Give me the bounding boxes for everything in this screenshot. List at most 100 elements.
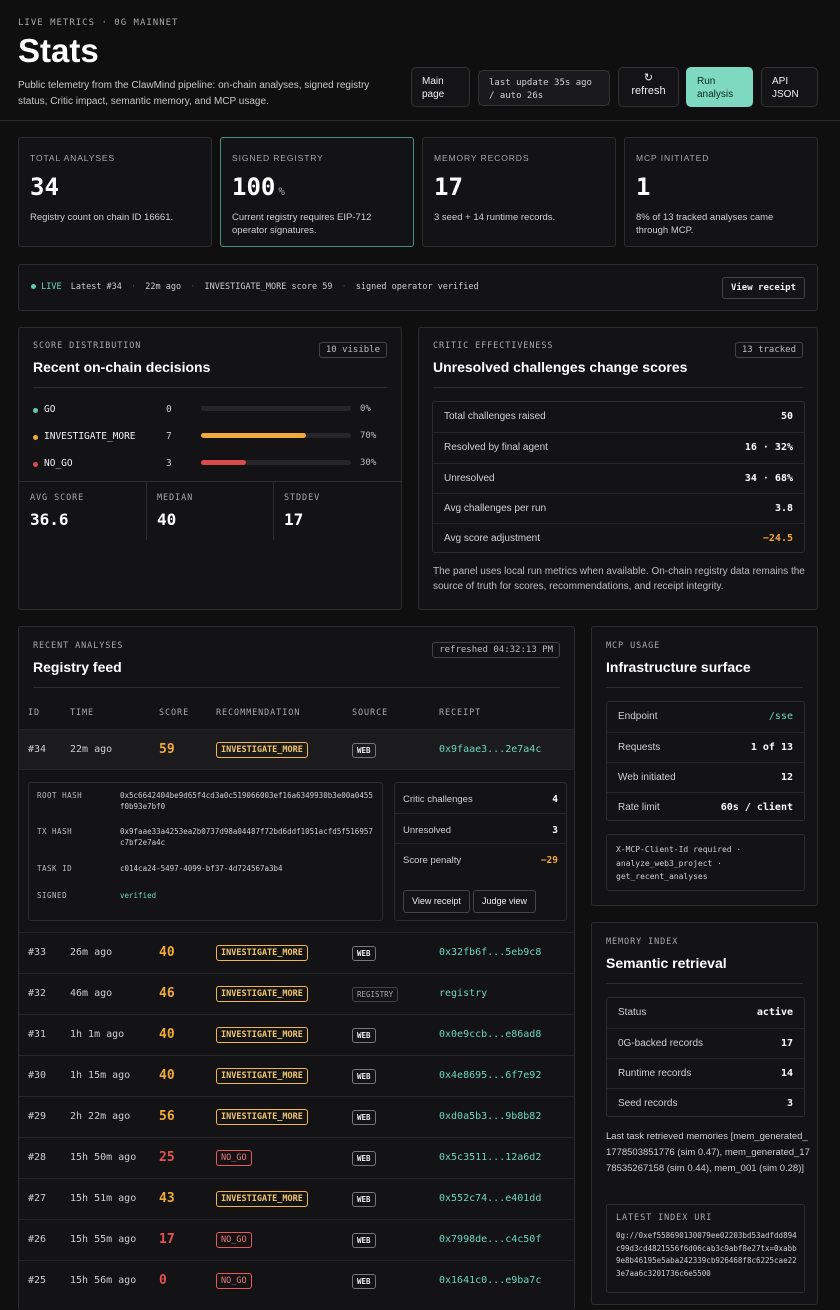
source-badge: WEB: [352, 1069, 376, 1084]
table-row-expanded[interactable]: #34 22m ago 59 INVESTIGATE_MORE WEB 0x9f…: [19, 729, 574, 769]
row-time: 15h 56m ago: [70, 1275, 137, 1286]
distribution-count: 3: [166, 458, 172, 469]
row-id: #34: [28, 744, 47, 755]
detail-label: Score penalty: [403, 855, 462, 866]
row-time: 46m ago: [70, 988, 113, 999]
recommendation-cell: INVESTIGATE_MORE: [216, 1068, 308, 1084]
row-id: #33: [28, 947, 47, 958]
row-time: 26m ago: [70, 947, 113, 958]
mcp-usage-panel: MCP USAGE Infrastructure surface Endpoin…: [591, 626, 818, 906]
table-row[interactable]: #32 46m ago 46 INVESTIGATE_MORE REGISTRY regi…: [19, 973, 574, 1014]
metric-value: 12: [780, 772, 793, 783]
live-summary: LIVE Latest #34 · 22m ago · INVESTIGATE_…: [31, 282, 479, 292]
api-json-button[interactable]: API JSON: [761, 67, 818, 107]
dist-stat-label: MEDIAN: [157, 493, 194, 503]
distribution-bar-fill: [201, 460, 246, 465]
receipt-link[interactable]: 0x7998de...c4c50f: [439, 1234, 542, 1245]
table-row[interactable]: #25 15h 56m ago 0 NO_GO WEB 0x1641c0...e9ba7c: [19, 1260, 574, 1301]
recommendation-badge: INVESTIGATE_MORE: [216, 742, 308, 758]
metric-row: Resolved by final agent 16 · 32%: [433, 432, 804, 462]
column-header: TIME: [70, 708, 95, 718]
table-row[interactable]: #26 15h 55m ago 17 NO_GO WEB 0x7998de...c4c50…: [19, 1219, 574, 1260]
distribution-bar-track: [201, 460, 351, 465]
table-row[interactable]: #30 1h 15m ago 40 INVESTIGATE_MORE WEB 0x4e86…: [19, 1055, 574, 1096]
live-badge: LIVE: [41, 282, 62, 292]
table-row[interactable]: #27 15h 51m ago 43 INVESTIGATE_MORE WEB 0x552…: [19, 1178, 574, 1219]
table-header: ID TIME SCORE RECOMMENDATION SOURCE RECEIPT: [19, 701, 574, 729]
page-eyebrow: LIVE METRICS · 0G MAINNET: [18, 18, 179, 28]
stat-number: 100: [232, 173, 276, 201]
critic-details-box: Critic challenges 4 Unresolved 3 Score penal…: [394, 782, 567, 921]
receipt-link[interactable]: registry: [439, 988, 488, 999]
source-cell: WEB: [352, 1069, 376, 1084]
distribution-percent: 0%: [360, 404, 371, 414]
table-row[interactable]: #33 26m ago 40 INVESTIGATE_MORE WEB 0x32fb6f.…: [19, 932, 574, 973]
row-time: 2h 22m ago: [70, 1111, 131, 1122]
stat-label: MCP INITIATED: [636, 153, 710, 163]
panel-eyebrow: RECENT ANALYSES: [33, 641, 124, 651]
recommendation-cell: NO_GO: [216, 1273, 252, 1289]
metric-value: −24.5: [762, 533, 793, 545]
metric-value: 17: [780, 1038, 793, 1049]
receipt-link[interactable]: 0x552c74...e401dd: [439, 1193, 542, 1204]
metric-value: 16 · 32%: [744, 442, 793, 454]
stat-unit: %: [278, 185, 285, 198]
refresh-label: refresh: [631, 85, 666, 97]
metric-label: Rate limit: [618, 802, 660, 813]
metric-label: Avg challenges per run: [444, 502, 547, 514]
receipt-link[interactable]: 0x0e9ccb...e86ad8: [439, 1029, 542, 1040]
recommendation-badge: NO_GO: [216, 1273, 252, 1289]
uri-label: LATEST INDEX URI: [616, 1213, 713, 1223]
receipt-link[interactable]: 0xd0a5b3...9b8b82: [439, 1111, 542, 1122]
metric-row: Avg score adjustment −24.5: [433, 523, 804, 552]
recommendation-cell: INVESTIGATE_MORE: [216, 986, 308, 1002]
detail-view-receipt-button[interactable]: View receipt: [403, 890, 470, 913]
metric-row: Rate limit 60s / client: [607, 792, 804, 820]
hash-detail-row: TX HASH 0x9faae33a4253ea2b0737d98a04487f7…: [29, 827, 382, 857]
metric-row: Seed records 3: [607, 1088, 804, 1116]
panel-title: Semantic retrieval: [606, 955, 727, 971]
table-row[interactable]: #31 1h 1m ago 40 INVESTIGATE_MORE WEB 0x0e9cc…: [19, 1014, 574, 1055]
view-receipt-button[interactable]: View receipt: [721, 277, 805, 299]
metric-value: active: [756, 1007, 793, 1018]
recommendation-cell: INVESTIGATE_MORE: [216, 945, 308, 961]
panel-eyebrow: CRITIC EFFECTIVENESS: [433, 341, 554, 351]
metric-label: Requests: [618, 742, 661, 753]
panel-title: Recent on-chain decisions: [33, 359, 211, 375]
refresh-button[interactable]: ↻ refresh: [618, 67, 679, 107]
live-dot-icon: [31, 284, 36, 289]
receipt-link[interactable]: 0x9faae3...2e7a4c: [439, 744, 542, 755]
latest-index-uri-box: LATEST INDEX URI 0g://0xef558690130079ee…: [606, 1204, 805, 1293]
row-time: 1h 1m ago: [70, 1029, 125, 1040]
metric-row: Avg challenges per run 3.8: [433, 492, 804, 523]
distribution-bar-track: [201, 433, 351, 438]
main-page-button[interactable]: Main page: [411, 67, 470, 107]
row-score: 40: [159, 1027, 175, 1042]
mcp-metrics-box: Endpoint/sse Requests 1 of 13 Web initiated…: [606, 701, 805, 821]
receipt-link[interactable]: 0x32fb6f...5eb9c8: [439, 947, 542, 958]
metric-row: Requests 1 of 13: [607, 732, 804, 762]
run-analysis-button[interactable]: Run analysis: [686, 67, 753, 107]
receipt-link[interactable]: 0x4e8695...6f7e92: [439, 1070, 542, 1081]
mcp-code-block: X-MCP-Client-Id required · analyze_web3_…: [606, 834, 805, 891]
page-title: Stats: [18, 32, 99, 69]
receipt-link[interactable]: 0x1641c0...e9ba7c: [439, 1275, 542, 1286]
stat-card-mcp-initiated: MCP INITIATED 1 8% of 13 tracked analyse…: [624, 137, 818, 247]
source-badge: WEB: [352, 1151, 376, 1166]
status-dot-icon: [33, 462, 38, 467]
row-time: 15h 50m ago: [70, 1152, 137, 1163]
refresh-icon: ↻: [643, 72, 654, 84]
table-row[interactable]: #28 15h 50m ago 25 NO_GO WEB 0x5c3511...12a6d…: [19, 1137, 574, 1178]
metric-label: Total challenges raised: [444, 411, 546, 422]
source-cell: WEB: [352, 1233, 376, 1248]
dist-stat-label: AVG SCORE: [30, 493, 85, 503]
row-time: 1h 15m ago: [70, 1070, 131, 1081]
source-cell: WEB: [352, 946, 376, 961]
table-row[interactable]: #29 2h 22m ago 56 INVESTIGATE_MORE WEB 0xd0a5…: [19, 1096, 574, 1137]
stat-value: 17: [434, 173, 463, 201]
receipt-link[interactable]: 0x5c3511...12a6d2: [439, 1152, 542, 1163]
page-subtitle: Public telemetry from the ClawMind pipel…: [18, 80, 370, 107]
judge-view-button[interactable]: Judge view: [473, 890, 537, 913]
critic-detail-row: Critic challenges 4: [395, 783, 566, 813]
detail-label: TASK ID: [37, 864, 73, 873]
